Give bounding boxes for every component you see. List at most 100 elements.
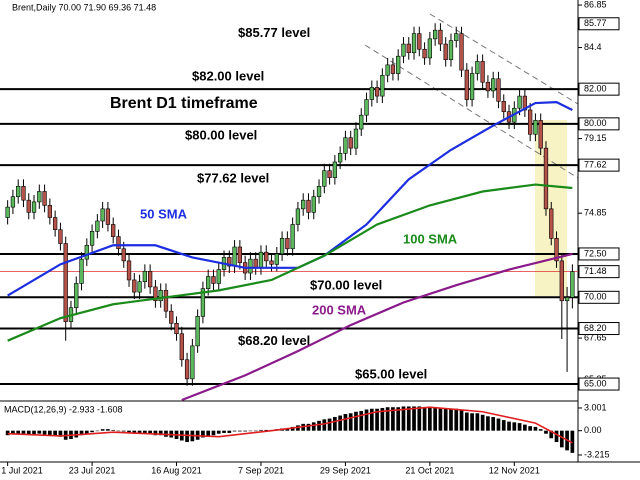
macd-bar xyxy=(544,430,548,434)
candle-body xyxy=(79,258,84,284)
macd-bar xyxy=(111,429,116,431)
level-label: $70.00 level xyxy=(310,278,382,293)
macd-bar xyxy=(243,430,247,432)
candle-body xyxy=(195,316,200,347)
macd-bar xyxy=(16,430,21,434)
level-label: $77.62 level xyxy=(197,171,269,186)
level-axis-box xyxy=(578,17,620,31)
candle-body xyxy=(559,260,564,302)
macd-bar xyxy=(79,430,84,436)
candle-body xyxy=(538,120,543,149)
candle-body xyxy=(190,345,195,380)
macd-bar xyxy=(206,430,211,436)
candle-body xyxy=(475,61,480,74)
macd-bar xyxy=(486,416,490,431)
level-axis-box xyxy=(578,158,620,172)
level-axis-box xyxy=(578,290,620,304)
candle-body xyxy=(137,281,142,293)
candle-body xyxy=(5,206,10,218)
y-tick-label: 74.85 xyxy=(584,208,607,218)
macd-y-tick-label: 3.001 xyxy=(584,402,607,412)
macd-bar xyxy=(449,408,453,431)
candle-body xyxy=(522,95,528,111)
candle-body xyxy=(301,199,306,210)
level-axis-label: 85.77 xyxy=(584,18,607,28)
macd-bar xyxy=(285,428,290,431)
x-tick-label: 12 Nov 2021 xyxy=(489,465,540,475)
candle-body xyxy=(121,248,126,262)
candle-body xyxy=(227,257,232,267)
x-tick-label: 16 Aug 2021 xyxy=(151,465,202,475)
macd-bar xyxy=(385,407,390,431)
candle-body xyxy=(26,199,31,213)
candle-body xyxy=(10,196,16,208)
macd-bar xyxy=(459,410,464,431)
macd-bar xyxy=(549,430,554,439)
macd-bar xyxy=(443,408,448,431)
macd-bar xyxy=(148,430,152,434)
macd-bar xyxy=(116,430,121,432)
macd-bar xyxy=(512,422,517,431)
candle-body xyxy=(253,258,258,269)
candle-body xyxy=(427,38,433,59)
candle-body xyxy=(58,229,63,244)
macd-bar xyxy=(32,430,36,435)
macd-bar xyxy=(454,408,459,431)
macd-bar xyxy=(100,429,105,431)
level-axis-label: 65.00 xyxy=(584,378,607,388)
candle-body xyxy=(369,87,374,100)
candle-body xyxy=(353,128,359,149)
macd-bar xyxy=(5,430,10,436)
macd-bar xyxy=(470,413,474,431)
candle-body xyxy=(248,258,253,274)
candle-body xyxy=(390,64,396,74)
candle-body xyxy=(385,64,390,76)
candle-body xyxy=(158,290,163,302)
candle-body xyxy=(306,199,311,213)
candle-body xyxy=(554,238,559,262)
candle-body xyxy=(374,87,380,97)
macd-bar xyxy=(248,430,253,432)
candle-body xyxy=(290,224,295,250)
candle-body xyxy=(21,185,26,201)
candle-body xyxy=(63,243,68,322)
macd-bar xyxy=(391,407,395,431)
channel-line xyxy=(364,44,579,179)
macd-bar xyxy=(259,429,263,431)
macd-bar xyxy=(26,430,31,435)
sma-label: 100 SMA xyxy=(403,231,458,246)
candle-body xyxy=(485,81,491,92)
macd-bar xyxy=(507,421,511,431)
macd-bar xyxy=(201,430,205,438)
candle-body xyxy=(95,220,100,232)
candle-body xyxy=(337,153,343,163)
macd-bar xyxy=(496,418,501,431)
candle-body xyxy=(142,270,148,282)
candle-body xyxy=(480,61,485,83)
candle-body xyxy=(74,283,79,309)
candle-body xyxy=(269,260,274,265)
candle-body xyxy=(169,310,174,324)
macd-signal-line xyxy=(7,406,573,444)
candle-body xyxy=(459,33,464,71)
macd-bar xyxy=(375,408,379,431)
candle-body xyxy=(322,170,327,187)
candle-body xyxy=(163,290,169,312)
candle-body xyxy=(258,251,264,269)
candle-body xyxy=(549,208,554,239)
macd-bar xyxy=(364,409,369,431)
macd-bar xyxy=(121,430,126,432)
candle-body xyxy=(401,43,406,57)
candle-body xyxy=(380,74,385,97)
candle-body xyxy=(105,208,111,225)
macd-bar xyxy=(132,430,137,434)
candle-body xyxy=(116,236,121,250)
macd-bar xyxy=(84,430,89,434)
macd-y-tick-label: -3.215 xyxy=(584,449,610,459)
macd-bar xyxy=(58,430,63,437)
level-axis-box xyxy=(578,377,620,391)
candle-body xyxy=(52,217,58,230)
level-axis-label: 77.62 xyxy=(584,160,607,170)
macd-bar xyxy=(327,418,332,431)
